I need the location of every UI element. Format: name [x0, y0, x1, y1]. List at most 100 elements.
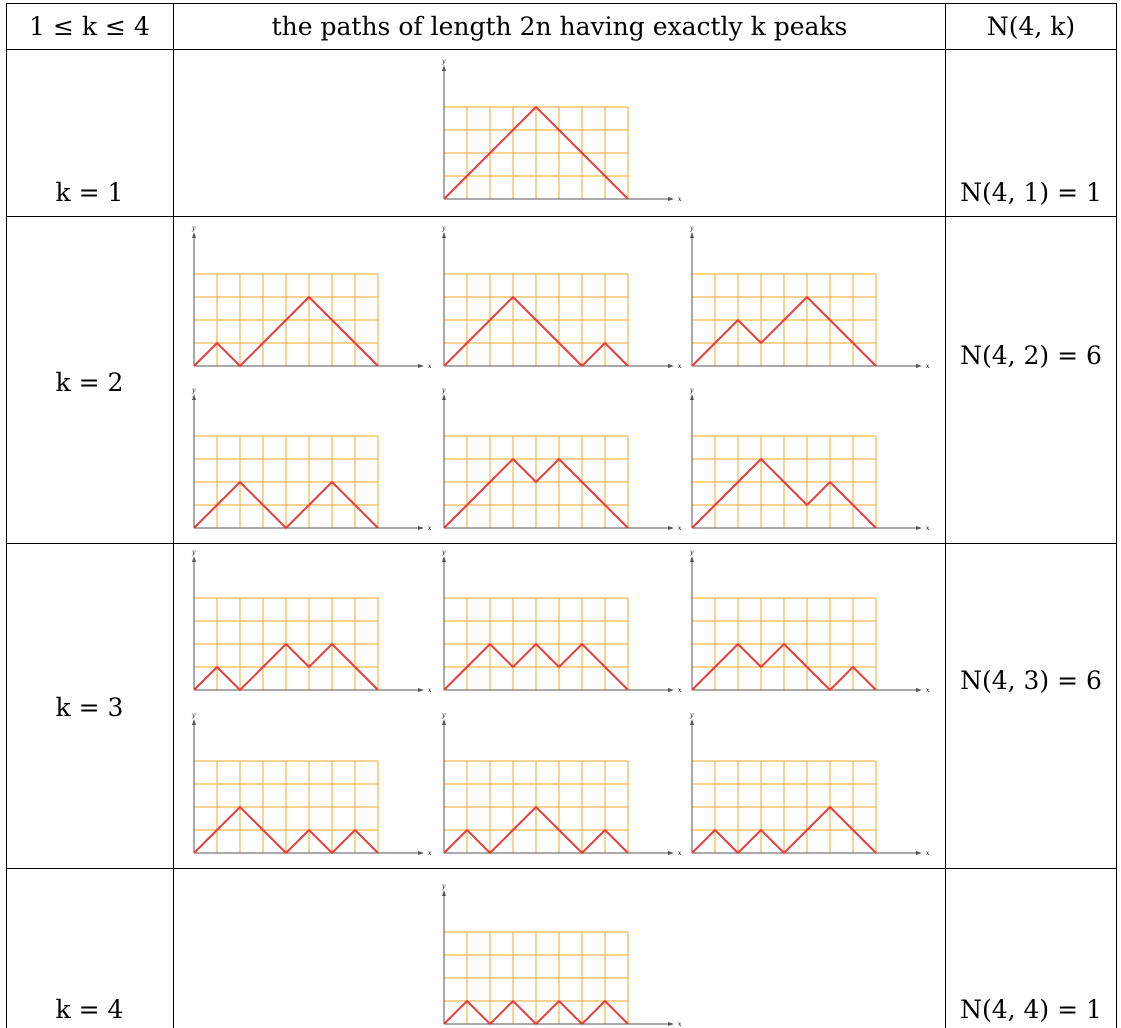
dyck-path-line	[193, 805, 379, 855]
count-k1: N(4, 1) = 1	[946, 178, 1116, 207]
dyck-path-plot: xy	[191, 712, 432, 857]
x-axis-label: x	[678, 687, 682, 694]
x-axis-arrow	[418, 364, 424, 368]
row-label-k3: k = 3	[6, 693, 173, 722]
x-axis-arrow	[418, 688, 424, 692]
y-axis-arrow	[442, 719, 446, 725]
table-right-rule	[1116, 3, 1117, 1028]
dyck-path-plot: xy	[191, 387, 432, 532]
x-axis-label: x	[926, 687, 930, 694]
y-axis-label: y	[191, 712, 196, 719]
y-axis-label: y	[441, 58, 446, 65]
row-label-k4: k = 4	[6, 995, 173, 1024]
x-axis-label: x	[678, 196, 682, 203]
dyck-path-plot: xy	[191, 549, 432, 694]
y-axis-arrow	[192, 232, 196, 238]
y-axis-arrow	[442, 232, 446, 238]
y-axis-label: y	[191, 549, 196, 556]
y-axis-label: y	[441, 387, 446, 394]
table-row-rule	[6, 543, 1116, 544]
x-axis-arrow	[916, 364, 922, 368]
y-axis-arrow	[442, 394, 446, 400]
count-text: N(4, 3) = 6	[960, 666, 1102, 695]
row-label-k2: k = 2	[6, 368, 173, 397]
table-header-rule	[6, 49, 1116, 50]
dyck-path-line	[443, 105, 629, 200]
x-axis-arrow	[916, 688, 922, 692]
x-axis-arrow	[668, 1022, 674, 1026]
dyck-path-plot: xy	[191, 225, 432, 370]
x-axis-label: x	[678, 1021, 682, 1028]
count-text: N(4, 4) = 1	[960, 995, 1102, 1024]
header-count: N(4, k)	[946, 12, 1116, 41]
y-axis-label: y	[441, 883, 446, 890]
dyck-path-line	[691, 642, 877, 692]
dyck-path-plot: xy	[689, 387, 930, 532]
y-axis-arrow	[442, 65, 446, 71]
x-axis-arrow	[418, 526, 424, 530]
x-axis-label: x	[428, 363, 432, 370]
table-row-rule	[6, 216, 1116, 217]
x-axis-arrow	[668, 364, 674, 368]
dyck-path-line	[443, 999, 629, 1026]
y-axis-label: y	[441, 549, 446, 556]
dyck-path-line	[691, 805, 877, 855]
y-axis-arrow	[690, 232, 694, 238]
x-axis-arrow	[916, 851, 922, 855]
y-axis-arrow	[690, 719, 694, 725]
y-axis-arrow	[442, 890, 446, 896]
x-axis-label: x	[428, 850, 432, 857]
y-axis-label: y	[191, 225, 196, 232]
x-axis-arrow	[668, 688, 674, 692]
count-k4: N(4, 4) = 1	[946, 995, 1116, 1024]
y-axis-arrow	[192, 394, 196, 400]
row-label-k1: k = 1	[6, 178, 173, 207]
dyck-path-plot: xy	[689, 549, 930, 694]
dyck-path-plot: xy	[441, 387, 682, 532]
y-axis-label: y	[441, 712, 446, 719]
table-left-rule	[6, 3, 7, 1028]
x-axis-label: x	[926, 363, 930, 370]
y-axis-arrow	[690, 556, 694, 562]
x-axis-label: x	[926, 850, 930, 857]
y-axis-arrow	[690, 394, 694, 400]
header-range-text: 1 ≤ k ≤ 4	[29, 12, 150, 41]
dyck-path-plot: xy	[441, 58, 682, 203]
table-row-rule	[6, 868, 1116, 869]
x-axis-label: x	[428, 687, 432, 694]
x-axis-arrow	[668, 526, 674, 530]
header-description-text: the paths of length 2n having exactly k …	[271, 12, 848, 41]
dyck-path-line	[443, 642, 629, 691]
dyck-path-line	[193, 480, 379, 530]
dyck-path-plot: xy	[689, 225, 930, 370]
dyck-path-plot: xy	[441, 549, 682, 694]
x-axis-label: x	[678, 363, 682, 370]
y-axis-label: y	[689, 712, 694, 719]
x-axis-arrow	[668, 197, 674, 201]
x-axis-arrow	[916, 526, 922, 530]
dyck-path-line	[193, 642, 379, 692]
dyck-path-line	[443, 805, 629, 855]
table-top-rule	[6, 3, 1116, 4]
x-axis-arrow	[418, 851, 424, 855]
x-axis-arrow	[668, 851, 674, 855]
dyck-path-plot: xy	[689, 712, 930, 857]
y-axis-label: y	[689, 225, 694, 232]
count-k2: N(4, 2) = 6	[946, 341, 1116, 370]
dyck-path-line	[691, 457, 877, 529]
dyck-path-plot: xy	[441, 712, 682, 857]
count-text: N(4, 2) = 6	[960, 341, 1102, 370]
dyck-path-line	[193, 295, 379, 368]
row-label-text: k = 4	[55, 995, 124, 1024]
dyck-path-line	[691, 295, 877, 367]
row-label-text: k = 2	[55, 368, 124, 397]
count-text: N(4, 1) = 1	[960, 178, 1102, 207]
dyck-path-plot: xy	[441, 225, 682, 370]
x-axis-label: x	[678, 850, 682, 857]
header-count-text: N(4, k)	[986, 12, 1076, 41]
y-axis-arrow	[192, 556, 196, 562]
y-axis-label: y	[191, 387, 196, 394]
y-axis-label: y	[441, 225, 446, 232]
header-range: 1 ≤ k ≤ 4	[6, 12, 173, 41]
